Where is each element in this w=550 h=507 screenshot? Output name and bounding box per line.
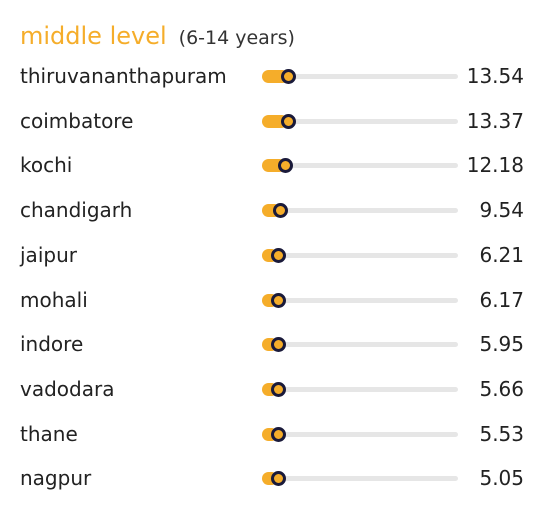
bar-track [262,252,458,258]
category-label: chandigarh [20,198,133,223]
chart-row: coimbatore 13.37 [0,106,550,136]
value-label: 5.66 [479,376,524,401]
value-label: 13.37 [466,108,524,133]
chart-row: chandigarh 9.54 [0,195,550,225]
value-label: 12.18 [466,153,524,178]
bar-marker [273,203,289,219]
bar-track [262,386,458,392]
chart-row: kochi 12.18 [0,150,550,180]
bar-marker [270,247,286,263]
value-label: 6.17 [479,287,524,312]
bar-track [262,208,458,214]
chart-row: thane 5.53 [0,419,550,449]
value-label: 9.54 [479,198,524,223]
chart-row: nagpur 5.05 [0,463,550,493]
bar-marker [270,471,286,487]
chart-row: jaipur 6.21 [0,240,550,270]
value-label: 6.21 [479,242,524,267]
bar-track [262,431,458,437]
category-label: mohali [20,287,88,312]
bar-track [262,163,458,169]
chart-row: indore 5.95 [0,329,550,359]
chart-title: middle level [20,22,167,50]
chart-row: mohali 6.17 [0,285,550,315]
category-label: nagpur [20,466,92,491]
chart-row: vadodara 5.66 [0,374,550,404]
category-label: coimbatore [20,108,134,133]
value-label: 5.05 [479,466,524,491]
bar-marker [270,292,286,308]
chart-header: middle level (6-14 years) [20,22,295,54]
bar-track [262,118,458,124]
category-label: thiruvananthapuram [20,64,227,88]
bar-track [262,74,458,79]
value-label: 5.53 [479,421,524,446]
bar-marker [280,113,296,129]
category-label: thane [20,421,78,446]
value-label: 5.95 [479,332,524,357]
category-label: jaipur [20,242,77,267]
chart-subtitle: (6-14 years) [178,27,295,49]
bar-marker [281,69,297,84]
bar-track [262,297,458,303]
bar-marker [270,381,286,397]
bar-marker [278,158,294,174]
bar-track [262,342,458,348]
value-label: 13.54 [466,64,524,88]
bar-marker [270,426,286,442]
category-label: vadodara [20,376,115,401]
category-label: indore [20,332,84,357]
chart-row: thiruvananthapuram 13.54 [0,61,550,91]
category-label: kochi [20,153,73,178]
bar-marker [270,337,286,353]
bar-track [262,476,458,482]
